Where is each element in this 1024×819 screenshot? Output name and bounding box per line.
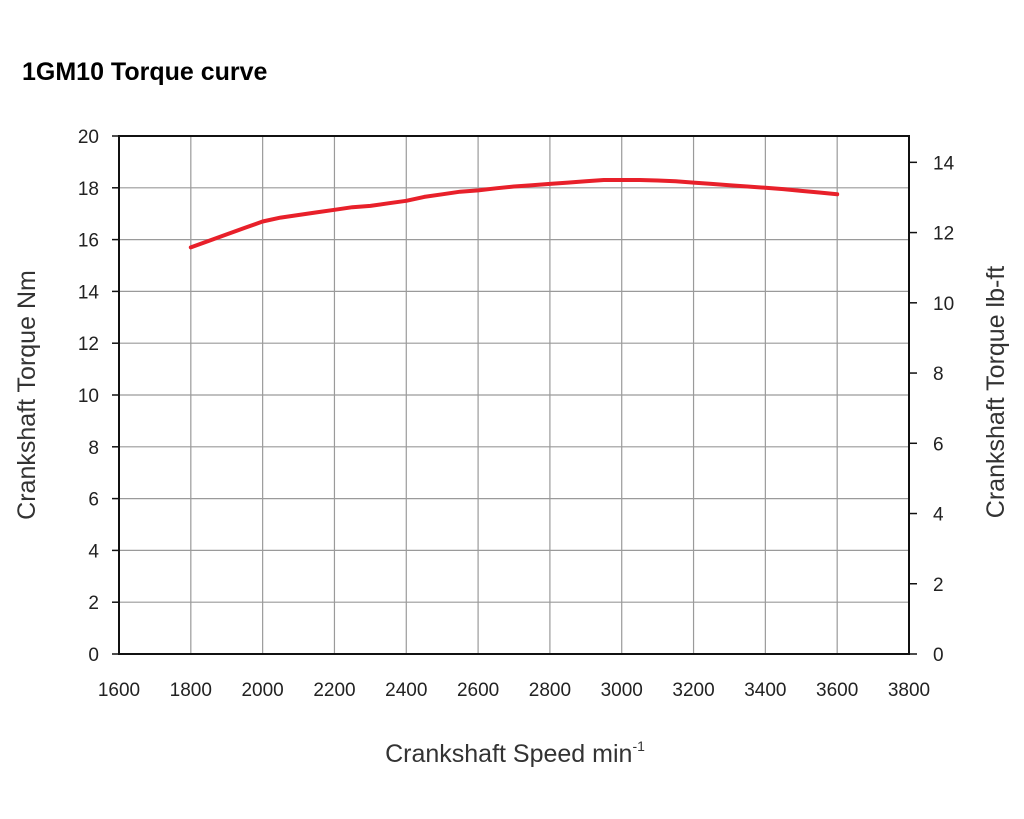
x-tick-label: 3000 — [601, 680, 643, 701]
grid-lines — [119, 136, 909, 654]
y-axis-label: Crankshaft Torque Nm — [13, 270, 41, 520]
x-tick-label: 2600 — [457, 680, 499, 701]
y2-axis-ticks: 0 2 4 6 8 10 12 14 — [909, 153, 955, 666]
y2-tick-label: 14 — [933, 153, 955, 174]
y-tick-label: 2 — [88, 593, 99, 614]
x-tick-label: 2000 — [241, 680, 283, 701]
y2-tick-label: 6 — [933, 434, 944, 455]
chart-title: 1GM10 Torque curve — [22, 58, 268, 86]
y2-axis-label: Crankshaft Torque lb-ft — [982, 266, 1010, 518]
series-group — [188, 178, 840, 250]
x-tick-label: 3600 — [816, 680, 858, 701]
y2-tick-label: 2 — [933, 575, 944, 596]
x-tick-label: 2800 — [529, 680, 571, 701]
x-tick-label: 1600 — [98, 680, 140, 701]
x-axis-ticks: 1600 1800 2000 2200 2400 2600 2800 3000 3200 3400… — [98, 680, 930, 701]
torque-curve-line — [188, 178, 840, 250]
y-tick-label: 20 — [78, 127, 99, 148]
y2-tick-label: 0 — [933, 645, 944, 666]
y-tick-label: 0 — [88, 645, 99, 666]
x-tick-label: 3400 — [744, 680, 786, 701]
y-tick-label: 10 — [78, 386, 99, 407]
y-tick-label: 18 — [78, 179, 99, 200]
y2-tick-label: 12 — [933, 224, 954, 245]
y-axis-ticks: 0 2 4 6 8 10 12 14 16 18 20 — [78, 127, 119, 666]
y2-tick-label: 10 — [933, 294, 954, 315]
x-axis-label: Crankshaft Speed min-1 — [385, 738, 645, 768]
y-tick-label: 12 — [78, 334, 99, 355]
x-tick-label: 1800 — [170, 680, 212, 701]
x-axis-label-main: Crankshaft Speed min — [385, 740, 632, 768]
y-tick-label: 14 — [78, 282, 100, 303]
x-axis-label-superscript: -1 — [632, 738, 645, 754]
x-tick-label: 3200 — [672, 680, 714, 701]
y-tick-label: 6 — [88, 490, 99, 511]
y2-tick-label: 8 — [933, 364, 944, 385]
y-tick-label: 16 — [78, 231, 99, 252]
y-tick-label: 4 — [88, 541, 99, 562]
y-tick-label: 8 — [88, 438, 99, 459]
x-tick-label: 2400 — [385, 680, 427, 701]
x-tick-label: 2200 — [313, 680, 355, 701]
y2-tick-label: 4 — [933, 505, 944, 526]
x-tick-label: 3800 — [888, 680, 930, 701]
